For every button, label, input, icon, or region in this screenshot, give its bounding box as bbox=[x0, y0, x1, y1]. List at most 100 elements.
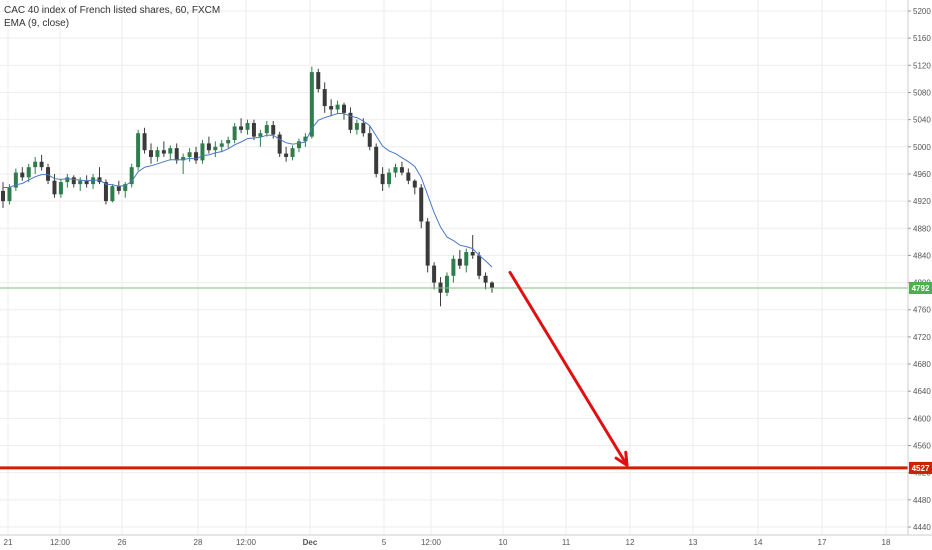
candle-body bbox=[58, 182, 63, 195]
x-tick-label: 26 bbox=[118, 538, 127, 547]
y-tick-label: 4480 bbox=[913, 496, 931, 505]
indicator-label: EMA (9, close) bbox=[4, 18, 70, 29]
candle-body bbox=[457, 258, 462, 266]
candle-body bbox=[148, 150, 153, 157]
candle-body bbox=[155, 150, 160, 157]
candle-body bbox=[354, 123, 359, 130]
candle-body bbox=[39, 161, 44, 168]
y-tick-label: 5040 bbox=[913, 116, 931, 125]
candle-body bbox=[226, 140, 231, 144]
candle-body bbox=[65, 177, 70, 183]
candle-body bbox=[380, 173, 385, 185]
candle-body bbox=[239, 126, 244, 130]
candle-body bbox=[309, 72, 314, 137]
candles bbox=[1, 66, 494, 307]
candle-body bbox=[213, 146, 218, 151]
candle-body bbox=[1, 190, 5, 202]
y-tick-label: 5200 bbox=[913, 7, 931, 16]
x-tick-label: Dec bbox=[303, 538, 318, 547]
candle-body bbox=[348, 112, 353, 130]
y-tick-label: 4720 bbox=[913, 333, 931, 342]
candle-body bbox=[232, 126, 237, 140]
candle-body bbox=[303, 136, 308, 142]
last-price-badge-bg bbox=[909, 282, 932, 295]
candle-body bbox=[129, 167, 134, 185]
candle-body bbox=[123, 184, 128, 191]
candle-body bbox=[116, 186, 121, 191]
x-tick-label: 11 bbox=[562, 538, 571, 547]
x-tick-label: 13 bbox=[689, 538, 698, 547]
candle-body bbox=[335, 104, 340, 110]
candle-body bbox=[181, 156, 186, 161]
candle-body bbox=[46, 167, 51, 181]
candle-body bbox=[483, 275, 488, 283]
candle-body bbox=[187, 152, 192, 157]
candle-body bbox=[174, 148, 179, 161]
last-price-badge-label: 4792 bbox=[912, 284, 930, 293]
candle-body bbox=[374, 146, 379, 174]
candle-body bbox=[168, 148, 173, 154]
candle-body bbox=[367, 133, 372, 147]
x-tick-label: 28 bbox=[194, 538, 203, 547]
candle-body bbox=[329, 106, 334, 110]
candle-body bbox=[387, 172, 392, 185]
candle-body bbox=[419, 187, 424, 222]
y-tick-label: 4960 bbox=[913, 170, 931, 179]
candle-body bbox=[361, 123, 366, 134]
candle-body bbox=[470, 252, 475, 256]
arrow-head bbox=[614, 450, 629, 467]
candle-body bbox=[432, 265, 437, 283]
candle-body bbox=[277, 134, 282, 154]
y-tick-label: 5080 bbox=[913, 88, 931, 97]
candle-body bbox=[464, 252, 469, 266]
candle-body bbox=[284, 153, 289, 157]
y-tick-label: 4880 bbox=[913, 224, 931, 233]
candle-body bbox=[258, 133, 263, 137]
x-tick-label: 5 bbox=[382, 538, 387, 547]
y-tick-label: 5000 bbox=[913, 143, 931, 152]
y-tick-label: 4920 bbox=[913, 197, 931, 206]
candle-body bbox=[33, 161, 38, 168]
candle-body bbox=[7, 187, 12, 202]
symbol-title: CAC 40 index of French listed shares, 60… bbox=[4, 5, 221, 16]
x-tick-label: 14 bbox=[754, 538, 763, 547]
candle-body bbox=[322, 89, 327, 107]
candle-body bbox=[316, 72, 321, 90]
candle-body bbox=[219, 143, 224, 147]
x-tick-label: 12 bbox=[626, 538, 635, 547]
candle-body bbox=[206, 143, 211, 151]
candle-body bbox=[425, 221, 430, 266]
price-axis[interactable]: 5200 5160 5120 5080 5040 5000 4960 4920 4880 4840… bbox=[908, 7, 931, 532]
candle-body bbox=[271, 125, 276, 135]
y-tick-label: 5160 bbox=[913, 34, 931, 43]
candle-body bbox=[399, 167, 404, 173]
x-tick-label: 18 bbox=[882, 538, 891, 547]
candle-body bbox=[194, 152, 199, 161]
x-tick-label: 12:00 bbox=[50, 538, 71, 547]
candle-body bbox=[20, 172, 25, 178]
price-badges: 4792 4527 bbox=[909, 282, 932, 474]
time-axis[interactable]: 21 12:00 26 28 12:00 Dec 5 12:00 10 11 12 13 14 17 18 bbox=[4, 538, 891, 547]
y-tick-label: 4680 bbox=[913, 360, 931, 369]
candle-body bbox=[52, 180, 57, 195]
x-tick-label: 12:00 bbox=[236, 538, 257, 547]
candle-body bbox=[91, 177, 96, 185]
ema-line bbox=[3, 113, 493, 268]
candle-body bbox=[161, 150, 166, 154]
candle-body bbox=[251, 123, 256, 137]
candle-body bbox=[412, 180, 417, 188]
candle-body bbox=[103, 182, 108, 202]
down-arrow-annotation[interactable] bbox=[508, 270, 629, 467]
candle-body bbox=[406, 172, 411, 181]
candle-body bbox=[200, 143, 205, 161]
candle-body bbox=[110, 186, 115, 202]
y-tick-label: 4560 bbox=[913, 442, 931, 451]
chart-legend: CAC 40 index of French listed shares, 60… bbox=[4, 4, 220, 30]
candle-body bbox=[84, 180, 89, 185]
candle-body bbox=[78, 180, 83, 185]
candle-body bbox=[26, 167, 31, 178]
candle-body bbox=[342, 104, 347, 113]
target-price-badge-bg bbox=[909, 461, 932, 474]
candle-body bbox=[142, 133, 147, 151]
